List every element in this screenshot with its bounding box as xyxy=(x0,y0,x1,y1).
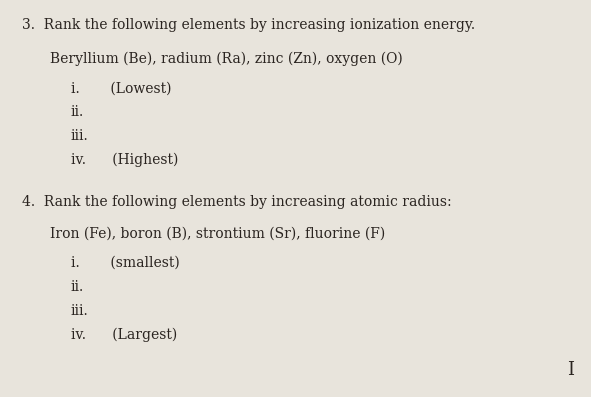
Text: iii.: iii. xyxy=(71,304,89,318)
Text: I: I xyxy=(567,361,574,379)
Text: iv.      (Largest): iv. (Largest) xyxy=(71,328,177,342)
Text: Iron (Fe), boron (B), strontium (Sr), fluorine (F): Iron (Fe), boron (B), strontium (Sr), fl… xyxy=(50,226,385,240)
Text: 4.  Rank the following elements by increasing atomic radius:: 4. Rank the following elements by increa… xyxy=(22,195,452,208)
Text: iii.: iii. xyxy=(71,129,89,143)
Text: i.       (smallest): i. (smallest) xyxy=(71,256,180,270)
Text: ii.: ii. xyxy=(71,105,84,119)
Text: Beryllium (Be), radium (Ra), zinc (Zn), oxygen (O): Beryllium (Be), radium (Ra), zinc (Zn), … xyxy=(50,52,403,66)
Text: i.       (Lowest): i. (Lowest) xyxy=(71,81,171,95)
Text: iv.      (Highest): iv. (Highest) xyxy=(71,153,178,167)
Text: 3.  Rank the following elements by increasing ionization energy.: 3. Rank the following elements by increa… xyxy=(22,18,476,32)
Text: ii.: ii. xyxy=(71,280,84,294)
